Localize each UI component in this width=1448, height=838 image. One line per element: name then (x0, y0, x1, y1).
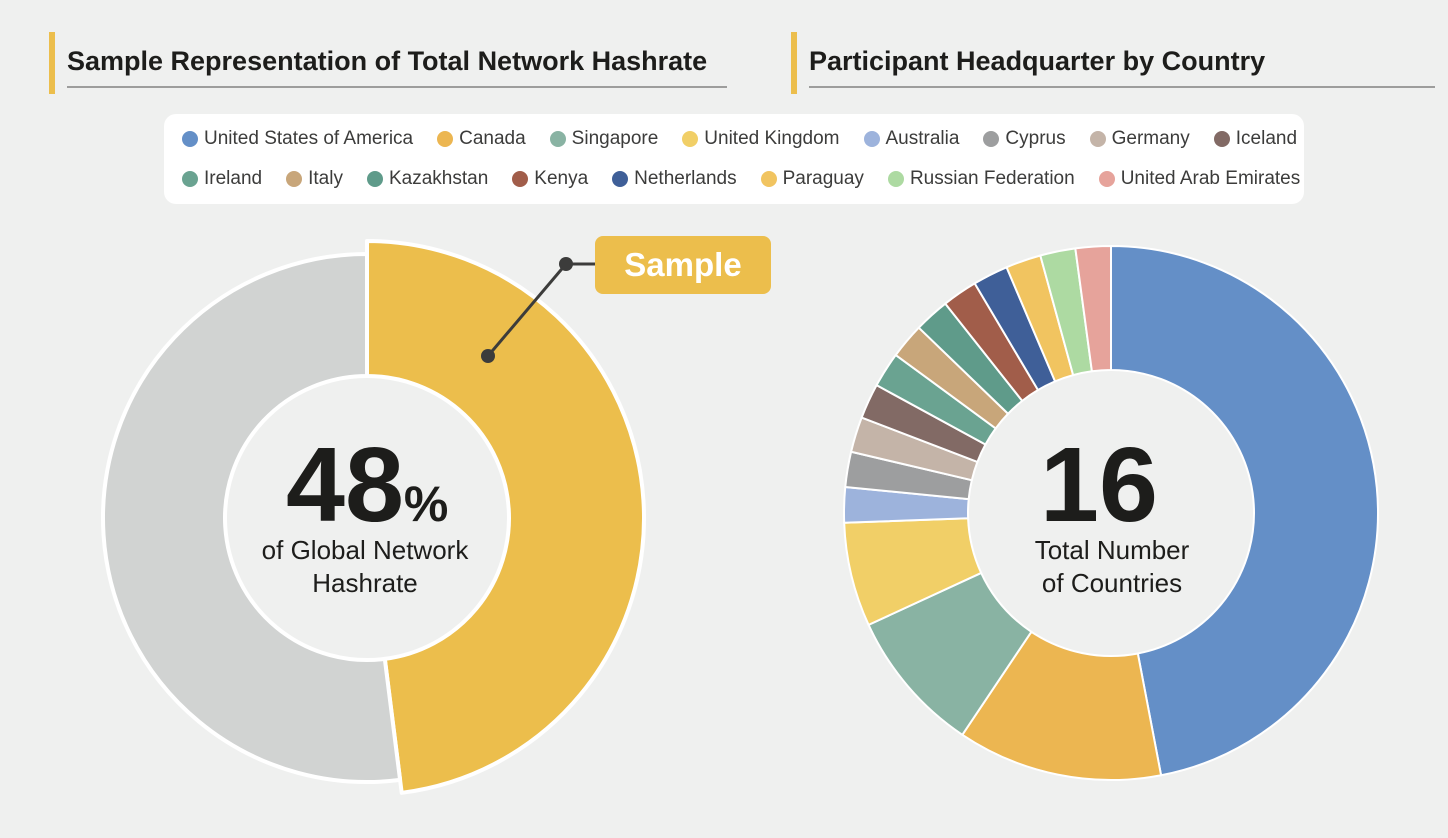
legend-item: Kazakhstan (366, 168, 489, 190)
title-underline (67, 86, 727, 88)
callout-connector (481, 257, 596, 363)
hashrate-percent: 48% (286, 432, 448, 538)
right-chart-title: Participant Headquarter by Country (809, 46, 1266, 76)
callout-line (486, 263, 568, 357)
title-underline (809, 86, 1435, 88)
legend-swatch (682, 131, 699, 147)
donut-slice-rest-of-network (101, 252, 403, 784)
caption-line: Total Number (1034, 535, 1190, 565)
sample-callout: Sample (595, 236, 771, 294)
country-count: 16 (1040, 426, 1158, 544)
legend-swatch (182, 131, 198, 147)
legend-label: Singapore (571, 128, 659, 149)
legend-item: Netherlands (612, 168, 737, 190)
legend-label: Germany (1111, 128, 1190, 149)
caption-line: Hashrate (312, 568, 418, 598)
legend-label: United Arab Emirates (1120, 168, 1301, 189)
legend-label: Russian Federation (909, 168, 1075, 189)
legend-swatch (366, 171, 383, 187)
legend-label: Netherlands (634, 168, 737, 189)
legend-item: Kenya (512, 168, 588, 190)
legend-swatch (1089, 131, 1106, 147)
sample-donut-chart (101, 239, 646, 795)
legend-swatch (863, 131, 880, 147)
legend-label: Kazakhstan (388, 168, 489, 189)
caption-line: of Global Network (261, 535, 469, 565)
legend-swatch (549, 131, 566, 147)
legend-swatch (612, 171, 629, 187)
legend-label: Cyprus (1005, 128, 1066, 149)
legend-item: Singapore (549, 128, 659, 150)
legend-swatch (887, 171, 904, 187)
legend-label: Canada (459, 128, 526, 149)
legend-label: Australia (885, 128, 960, 149)
legend-item: Ireland (182, 168, 262, 190)
donut-slice-united-arab-emirates (1074, 245, 1112, 373)
legend-item: Iceland (1213, 128, 1298, 150)
legend-swatch (983, 131, 1000, 147)
legend-item: Russian Federation (887, 168, 1075, 190)
legend-label: Paraguay (782, 168, 864, 189)
legend-item: United Kingdom (682, 128, 840, 150)
legend-item: Australia (863, 128, 960, 150)
caption-line: of Countries (1041, 568, 1183, 598)
legend-item: Paraguay (760, 168, 864, 190)
legend-swatch (1213, 131, 1230, 147)
country-donut-chart (843, 245, 1379, 781)
legend-label: Iceland (1235, 128, 1298, 149)
section-title-left: Sample Representation of Total Network H… (49, 32, 729, 94)
legend-item: Germany (1089, 128, 1190, 150)
legend-item: Cyprus (983, 128, 1066, 150)
donut-slice-sample (365, 239, 646, 795)
legend-label: Ireland (204, 168, 263, 189)
legend-label: Kenya (534, 168, 589, 189)
country-caption: Total Number of Countries (980, 534, 1244, 600)
legend-item: United Arab Emirates (1098, 168, 1301, 190)
legend-row: Ireland Italy Kazakhstan Kenya Netherlands Pa… (182, 166, 1324, 192)
legend-item: United States of America (182, 128, 413, 150)
percent-value: 48 (286, 426, 404, 544)
donut-slice-united-states-of-america (1110, 245, 1379, 777)
hashrate-caption: of Global Network Hashrate (230, 534, 500, 600)
chart-legend: United States of America Canada Singapore U… (164, 114, 1304, 204)
legend-swatch (437, 131, 454, 147)
section-title-right: Participant Headquarter by Country (791, 32, 1441, 94)
legend-item: Italy (286, 168, 343, 190)
title-accent-bar (49, 32, 55, 94)
legend-swatch (512, 171, 529, 187)
title-accent-bar (791, 32, 797, 94)
callout-dot (559, 257, 573, 271)
left-chart-title: Sample Representation of Total Network H… (67, 46, 708, 76)
legend-swatch (1098, 171, 1115, 187)
percent-sign: % (403, 476, 449, 532)
legend-swatch (286, 171, 303, 187)
legend-label: United States of America (204, 128, 414, 149)
legend-label: Italy (308, 168, 343, 189)
legend-row: United States of America Canada Singapore U… (182, 126, 1321, 152)
legend-swatch (760, 171, 777, 187)
callout-dot (481, 349, 495, 363)
legend-label: United Kingdom (704, 128, 840, 149)
legend-swatch (182, 171, 198, 187)
legend-item: Canada (437, 128, 526, 150)
